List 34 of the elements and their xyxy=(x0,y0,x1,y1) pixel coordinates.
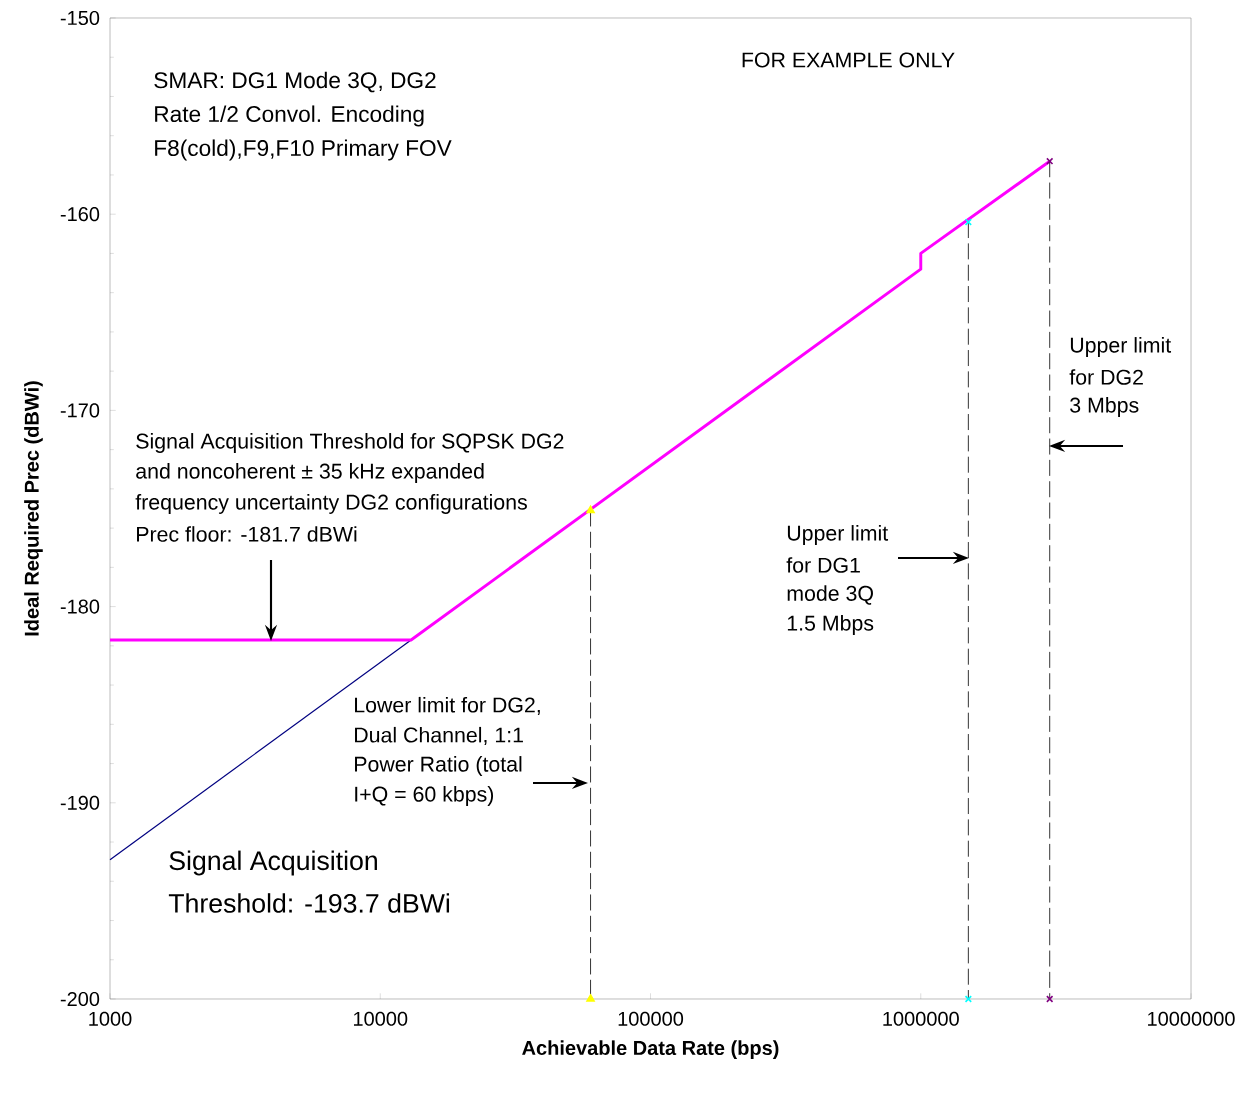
annotation: Prec floor: -181.7 dBWi xyxy=(137,526,357,542)
annotation: Dual Channel, 1:1 xyxy=(355,726,523,746)
x-tick-label: 10000 xyxy=(353,1011,408,1026)
y-tick-label: -150 xyxy=(60,10,100,26)
annotation: SMAR: DG1 Mode 3Q, DG2 xyxy=(154,71,436,93)
annotation: FOR EXAMPLE ONLY xyxy=(742,52,955,68)
annotation: Lower limit for DG2, xyxy=(355,696,540,716)
annotation: Upper limit xyxy=(787,525,889,545)
annotation: Signal Acquisition xyxy=(169,850,377,876)
annotation: for DG2 xyxy=(1069,369,1143,385)
annotation: F8(cold),F9,F10 Primary FOV xyxy=(155,139,452,161)
x-tick-label: 1000 xyxy=(89,1011,132,1026)
y-axis-title: Ideal Required Prec (dBWi) xyxy=(24,381,43,636)
x-axis-title: Achievable Data Rate (bps) xyxy=(522,1040,779,1059)
annotation: Rate 1/2 Convol. Encoding xyxy=(155,105,424,127)
annotation: I+Q = 60 kbps) xyxy=(355,786,494,806)
annotation: for DG1 xyxy=(786,557,860,573)
y-tick-label: -200 xyxy=(60,991,100,1007)
annotation: mode 3Q xyxy=(787,585,873,605)
annotation: and noncoherent ± 35 kHz expanded xyxy=(136,463,484,483)
annotation: 1.5 Mbps xyxy=(787,615,874,635)
annotation: Threshold: -193.7 dBWi xyxy=(168,893,450,913)
x-tick-label: 1000000 xyxy=(883,1011,959,1026)
x-tick-label: 10000000 xyxy=(1148,1011,1235,1026)
y-tick-label: -180 xyxy=(60,599,100,614)
annotation: 3 Mbps xyxy=(1070,397,1139,417)
y-tick-label: -170 xyxy=(60,403,100,418)
annotation: Power Ratio (total xyxy=(355,756,522,776)
annotation: Upper limit xyxy=(1070,337,1172,357)
annotation: frequency uncertainty DG2 configurations xyxy=(135,494,527,514)
annotation: Signal Acquisition Threshold for SQPSK DG2 xyxy=(136,433,564,453)
y-tick-label: -160 xyxy=(60,207,100,222)
x-tick-label: 100000 xyxy=(618,1011,684,1026)
y-tick-label: -190 xyxy=(60,795,100,810)
